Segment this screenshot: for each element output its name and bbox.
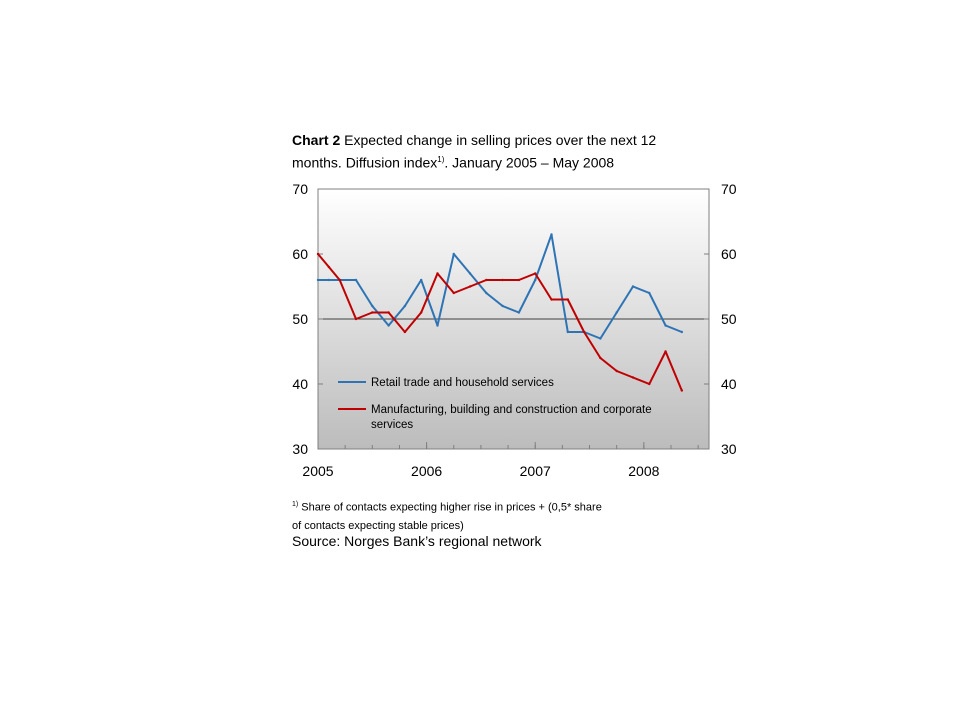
- data-point-series-2: [582, 330, 586, 334]
- data-point-series-1: [436, 324, 439, 327]
- data-point-series-2: [615, 369, 618, 373]
- data-point-series-1: [534, 278, 537, 282]
- y-tick-label-right: 70: [721, 181, 737, 197]
- data-point-series-2: [316, 252, 320, 256]
- data-point-series-2: [550, 298, 553, 301]
- legend-label-2: Manufacturing, building and construction…: [371, 404, 652, 431]
- data-point-series-1: [664, 324, 667, 327]
- y-tick-label-left: 60: [292, 246, 308, 262]
- data-point-series-2: [452, 291, 455, 295]
- data-point-series-2: [680, 389, 684, 392]
- x-tick-label: 2006: [411, 463, 442, 479]
- data-point-series-2: [338, 278, 341, 282]
- footnote-line1: Share of contacts expecting higher rise …: [298, 501, 602, 514]
- y-tick-label-right: 40: [721, 376, 737, 392]
- data-point-series-1: [599, 337, 602, 340]
- data-point-series-2: [419, 311, 423, 314]
- x-tick-label: 2008: [628, 463, 659, 479]
- data-point-series-2: [387, 311, 390, 314]
- data-point-series-2: [664, 350, 667, 353]
- data-point-series-1: [485, 291, 488, 295]
- data-point-series-2: [485, 278, 488, 282]
- data-point-series-2: [354, 317, 358, 321]
- data-point-series-1: [316, 278, 320, 282]
- x-tick-label: 2005: [302, 463, 333, 479]
- source-note: Source: Norges Bank’s regional network: [292, 533, 542, 549]
- data-point-series-1: [468, 272, 472, 275]
- y-tick-label-left: 40: [292, 376, 308, 392]
- data-point-series-1: [501, 304, 504, 308]
- data-point-series-1: [452, 252, 455, 256]
- title-footnote-marker: 1): [437, 155, 445, 164]
- data-point-series-2: [534, 272, 537, 275]
- y-tick-label-right: 30: [721, 441, 737, 457]
- chart-title: Chart 2 Expected change in selling price…: [292, 130, 732, 173]
- data-point-series-2: [371, 311, 374, 314]
- data-point-series-1: [566, 330, 570, 334]
- data-point-series-1: [680, 330, 684, 334]
- data-point-series-1: [615, 311, 618, 314]
- y-tick-label-right: 50: [721, 311, 737, 327]
- data-point-series-1: [517, 311, 521, 314]
- data-point-series-1: [631, 285, 635, 288]
- data-point-series-1: [419, 278, 423, 282]
- data-point-series-1: [648, 291, 651, 295]
- y-tick-label-left: 30: [292, 441, 308, 457]
- data-point-series-1: [550, 233, 553, 236]
- x-tick-label: 2007: [520, 463, 551, 479]
- data-point-series-1: [371, 304, 374, 308]
- data-point-series-2: [436, 272, 439, 275]
- data-point-series-2: [566, 298, 570, 301]
- series-line-2: [317, 253, 683, 391]
- chart-label: Chart 2: [292, 132, 341, 148]
- y-tick-label-right: 60: [721, 246, 737, 262]
- footnote: 1) Share of contacts expecting higher ri…: [292, 496, 682, 535]
- data-point-series-2: [648, 382, 651, 386]
- series-line-1: [318, 233, 683, 340]
- title-line2-pre: months. Diffusion index: [292, 154, 438, 171]
- data-point-series-2: [327, 265, 331, 269]
- footnote-marker: 1): [292, 501, 299, 508]
- data-point-series-2: [517, 278, 521, 282]
- data-point-series-2: [403, 330, 407, 334]
- data-point-series-1: [403, 304, 407, 308]
- data-point-series-2: [631, 376, 635, 379]
- data-point-series-1: [387, 324, 390, 327]
- data-point-series-1: [327, 278, 331, 282]
- title-line1: Expected change in selling prices over t…: [340, 132, 657, 148]
- data-point-series-2: [599, 356, 602, 360]
- data-point-series-2: [468, 285, 472, 288]
- y-tick-label-left: 70: [292, 181, 308, 197]
- y-tick-label-left: 50: [292, 311, 308, 327]
- data-point-series-2: [501, 278, 504, 282]
- legend-label-1: Retail trade and household services: [371, 377, 554, 389]
- footnote-line2: of contacts expecting stable prices): [292, 519, 464, 532]
- data-point-series-1: [354, 278, 358, 282]
- title-line2-post: . January 2005 – May 2008: [444, 154, 615, 171]
